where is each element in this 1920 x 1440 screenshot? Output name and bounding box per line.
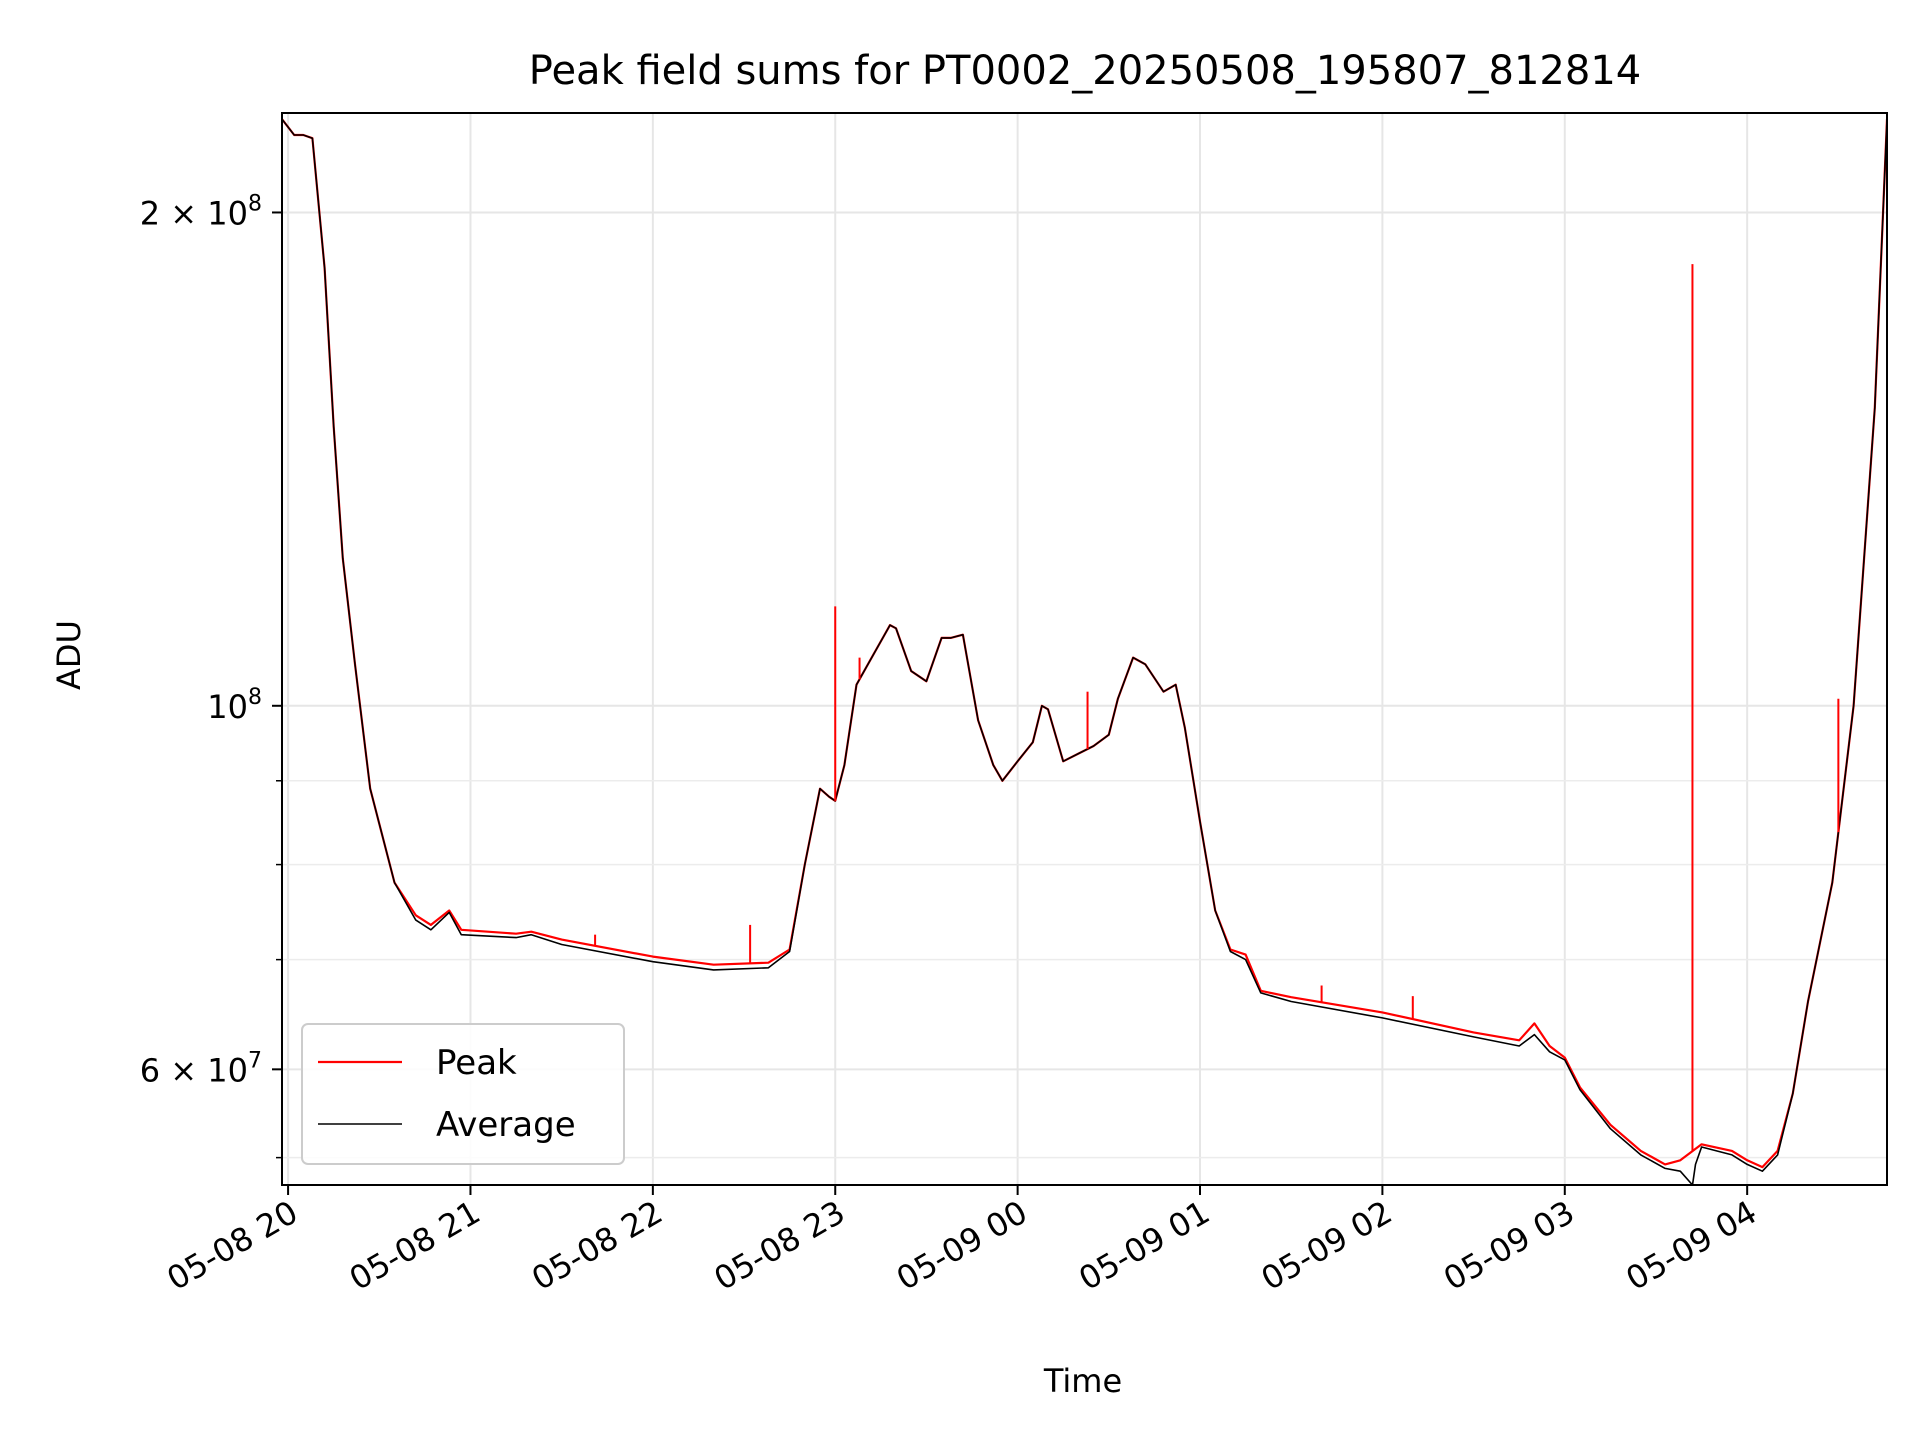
y-tick-label: 108 — [207, 685, 262, 726]
y-tick-label: 6 × 107 — [140, 1048, 262, 1089]
legend-label-average: Average — [436, 1105, 576, 1145]
y-axis-label: ADU — [50, 620, 88, 690]
gridlines — [282, 113, 1887, 1185]
x-axis-label: Time — [1043, 1362, 1122, 1400]
legend-box — [301, 1023, 625, 1165]
series-line-average — [282, 118, 1887, 1185]
y-tick-label: 2 × 108 — [140, 191, 262, 232]
legend: Peak Average — [301, 1023, 625, 1165]
legend-label-peak: Peak — [436, 1043, 517, 1083]
plot-series — [282, 118, 1887, 1185]
plot-frame — [281, 112, 1888, 1186]
chart-title: Peak field sums for PT0002_20250508_1958… — [529, 48, 1641, 94]
